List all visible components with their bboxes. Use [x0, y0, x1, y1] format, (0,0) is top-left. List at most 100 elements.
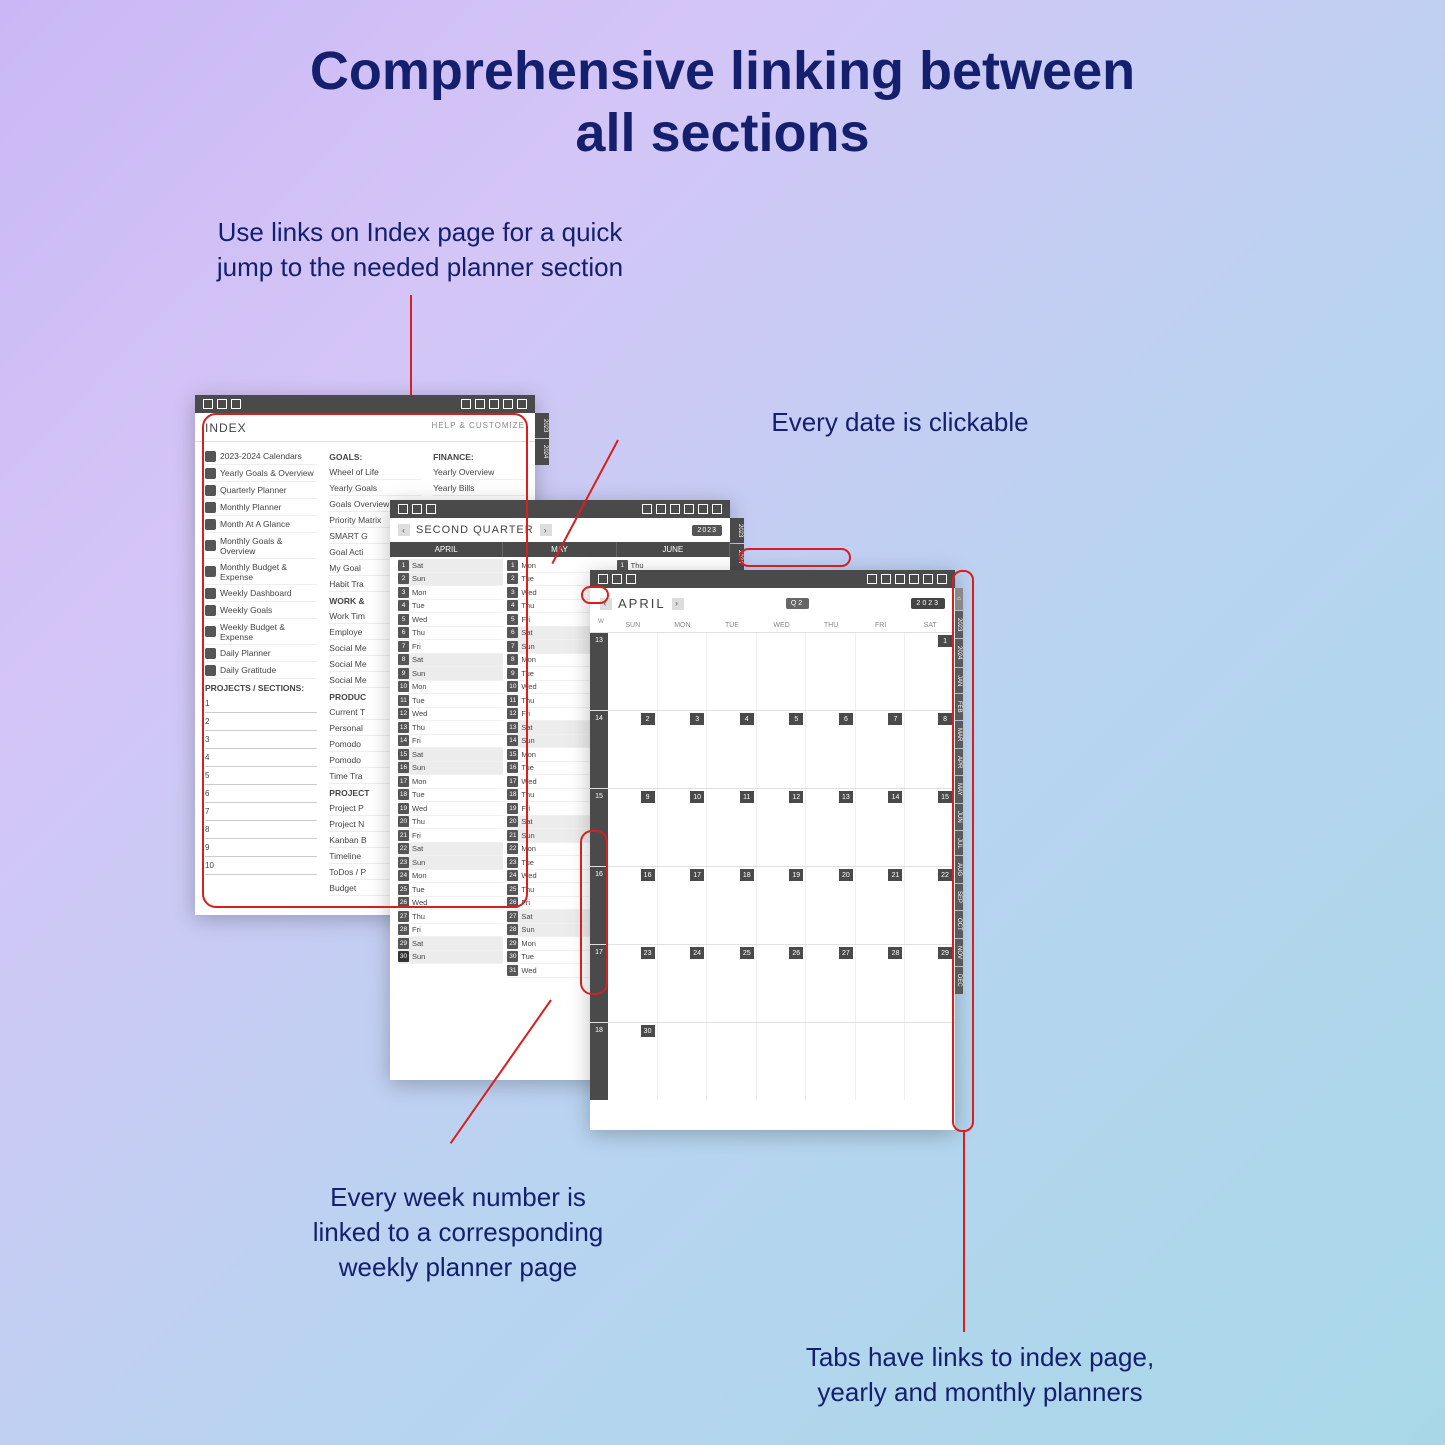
calendar-cell[interactable]: 4: [707, 711, 757, 788]
project-slot[interactable]: 1: [205, 695, 317, 713]
project-slot[interactable]: 4: [205, 749, 317, 767]
index-link[interactable]: Yearly Goals: [329, 480, 421, 496]
year-tab[interactable]: 2024: [730, 544, 744, 569]
project-slot[interactable]: 8: [205, 821, 317, 839]
calendar-cell[interactable]: 15: [905, 789, 955, 866]
index-link[interactable]: Quarterly Planner: [205, 482, 317, 499]
calendar-cell[interactable]: [856, 1023, 906, 1100]
side-tab[interactable]: AUG: [955, 856, 963, 883]
w-icon[interactable]: [909, 574, 919, 584]
q-icon[interactable]: [881, 574, 891, 584]
project-slot[interactable]: 10: [205, 857, 317, 875]
calendar-icon[interactable]: [612, 574, 622, 584]
project-slot[interactable]: 7: [205, 803, 317, 821]
calendar-cell[interactable]: 12: [757, 789, 807, 866]
index-link[interactable]: Monthly Budget & Expense: [205, 559, 317, 585]
date-row[interactable]: 1Sat: [398, 559, 503, 573]
date-row[interactable]: 21Fri: [398, 829, 503, 843]
calendar-cell[interactable]: 13: [806, 789, 856, 866]
calendar-cell[interactable]: [856, 633, 906, 710]
index-link[interactable]: Daily Gratitude: [205, 662, 317, 679]
help-link[interactable]: HELP & CUSTOMIZE: [432, 421, 526, 435]
date-row[interactable]: 23Sun: [398, 856, 503, 870]
check-icon[interactable]: [626, 574, 636, 584]
index-link[interactable]: Monthly Planner: [205, 499, 317, 516]
week-number[interactable]: 16: [590, 867, 608, 944]
index-link[interactable]: Weekly Goals: [205, 602, 317, 619]
date-row[interactable]: 9Sun: [398, 667, 503, 681]
year-tab[interactable]: 2024: [535, 439, 549, 464]
side-tab[interactable]: 2023: [955, 611, 963, 638]
calendar-cell[interactable]: 10: [658, 789, 708, 866]
calendar-icon[interactable]: [217, 399, 227, 409]
calendar-cell[interactable]: 23: [608, 945, 658, 1022]
calendar-cell[interactable]: 11: [707, 789, 757, 866]
calendar-cell[interactable]: 9: [608, 789, 658, 866]
date-row[interactable]: 19Wed: [398, 802, 503, 816]
date-row[interactable]: 25Tue: [398, 883, 503, 897]
week-number[interactable]: 13: [590, 633, 608, 710]
week-number[interactable]: 14: [590, 711, 608, 788]
date-row[interactable]: 5Wed: [398, 613, 503, 627]
day-icon[interactable]: [517, 399, 527, 409]
date-row[interactable]: 18Tue: [398, 789, 503, 803]
index-link[interactable]: Daily Planner: [205, 645, 317, 662]
index-link[interactable]: Yearly Bills: [433, 480, 525, 496]
calendar-cell[interactable]: 20: [806, 867, 856, 944]
calendar-cell[interactable]: 6: [806, 711, 856, 788]
m-icon[interactable]: [670, 504, 680, 514]
date-row[interactable]: 22Sat: [398, 843, 503, 857]
calendar-cell[interactable]: 21: [856, 867, 906, 944]
week-number[interactable]: 15: [590, 789, 608, 866]
quarter-icon[interactable]: [475, 399, 485, 409]
check-icon[interactable]: [426, 504, 436, 514]
date-row[interactable]: 20Thu: [398, 816, 503, 830]
week-number[interactable]: 18: [590, 1023, 608, 1100]
date-row[interactable]: 2Sun: [398, 573, 503, 587]
date-row[interactable]: 13Thu: [398, 721, 503, 735]
index-link[interactable]: Yearly Goals & Overview: [205, 465, 317, 482]
year-icon[interactable]: [461, 399, 471, 409]
d-icon[interactable]: [698, 504, 708, 514]
calendar-cell[interactable]: [806, 633, 856, 710]
calendar-cell[interactable]: [658, 633, 708, 710]
calendar-cell[interactable]: 1: [905, 633, 955, 710]
date-row[interactable]: 28Fri: [398, 924, 503, 938]
calendar-cell[interactable]: [757, 1023, 807, 1100]
date-row[interactable]: 15Sat: [398, 748, 503, 762]
calendar-cell[interactable]: 16: [608, 867, 658, 944]
date-row[interactable]: 8Sat: [398, 654, 503, 668]
project-slot[interactable]: 3: [205, 731, 317, 749]
calendar-cell[interactable]: [707, 633, 757, 710]
month-header[interactable]: APRIL: [390, 542, 503, 557]
date-row[interactable]: 26Wed: [398, 897, 503, 911]
index-link[interactable]: Wheel of Life: [329, 464, 421, 480]
side-tab[interactable]: DEC: [955, 967, 963, 994]
calendar-cell[interactable]: [905, 1023, 955, 1100]
month-header[interactable]: JUNE: [617, 542, 730, 557]
calendar-cell[interactable]: 27: [806, 945, 856, 1022]
date-row[interactable]: 10Mon: [398, 681, 503, 695]
d-icon[interactable]: [923, 574, 933, 584]
date-row[interactable]: 29Sat: [398, 937, 503, 951]
date-row[interactable]: 3Mon: [398, 586, 503, 600]
calendar-cell[interactable]: [757, 633, 807, 710]
side-tab[interactable]: OCT: [955, 911, 963, 938]
calendar-cell[interactable]: 30: [608, 1023, 658, 1100]
back-icon[interactable]: [937, 574, 947, 584]
calendar-cell[interactable]: 8: [905, 711, 955, 788]
q-badge[interactable]: Q2: [786, 598, 809, 609]
index-link[interactable]: Monthly Goals & Overview: [205, 533, 317, 559]
week-icon[interactable]: [503, 399, 513, 409]
calendar-cell[interactable]: 26: [757, 945, 807, 1022]
home-icon[interactable]: [398, 504, 408, 514]
calendar-cell[interactable]: 29: [905, 945, 955, 1022]
side-tab[interactable]: SEP: [955, 884, 963, 910]
home-icon[interactable]: [598, 574, 608, 584]
side-tab[interactable]: APR: [955, 749, 963, 775]
project-slot[interactable]: 2: [205, 713, 317, 731]
side-tab[interactable]: JUL: [955, 831, 963, 856]
q-icon[interactable]: [656, 504, 666, 514]
side-tab[interactable]: MAY: [955, 776, 963, 803]
year-tab[interactable]: 2023: [535, 413, 549, 438]
